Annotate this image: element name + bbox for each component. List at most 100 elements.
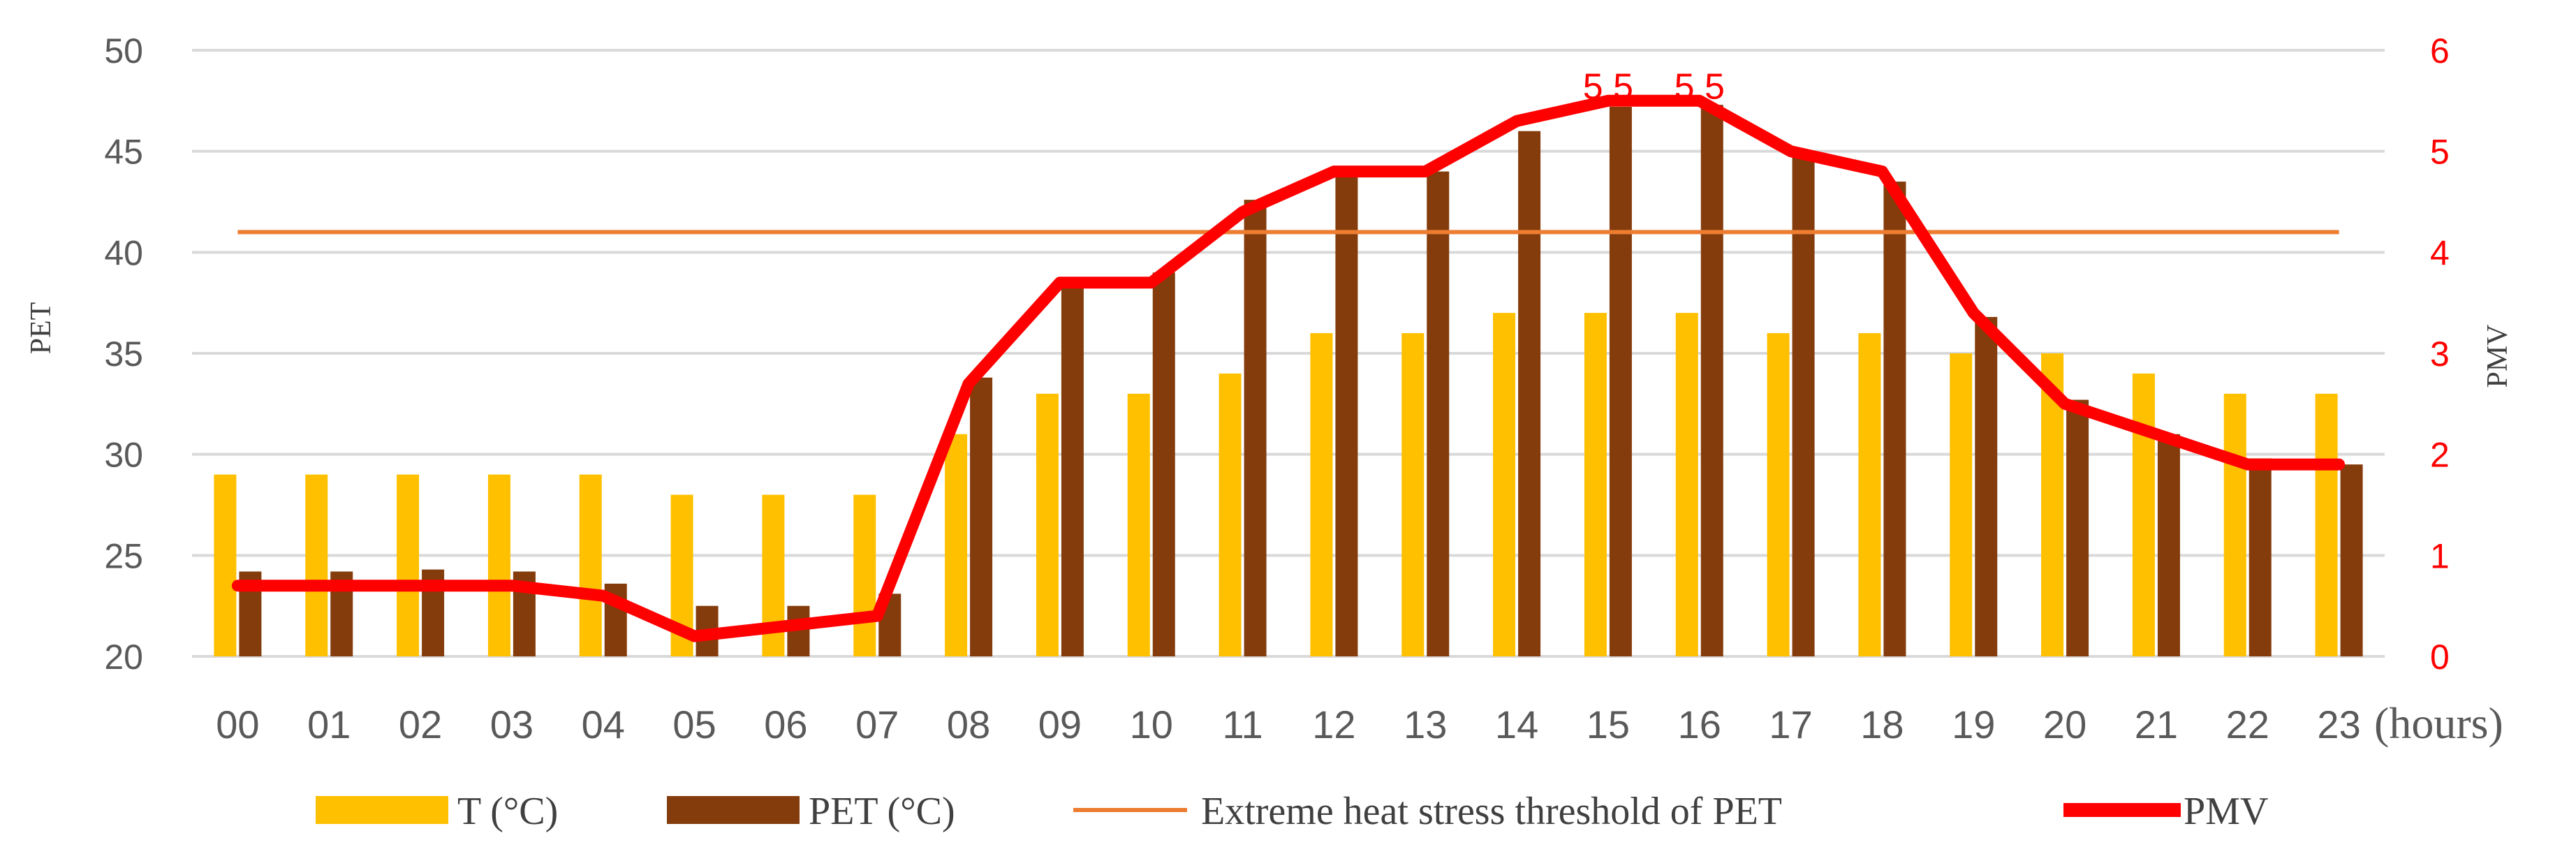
t-bar	[1036, 393, 1059, 656]
x-tick-label: 05	[672, 702, 716, 746]
pmv-point	[968, 383, 970, 385]
t-bar	[1675, 313, 1698, 656]
t-bar	[1127, 393, 1150, 656]
pmv-point	[1333, 170, 1335, 172]
pmv-point	[1973, 312, 1975, 314]
x-tick-label: 22	[2226, 702, 2269, 746]
t-bar	[1493, 313, 1516, 656]
pmv-point	[785, 625, 787, 627]
pmv-point	[1425, 170, 1427, 172]
pet-bar	[1427, 171, 1450, 657]
pmv-point	[1516, 120, 1518, 122]
x-tick-label: 19	[1952, 702, 1995, 746]
legend-swatch-t	[316, 796, 448, 824]
pet-bar	[1975, 316, 1998, 656]
pet-bar	[1152, 272, 1175, 656]
right-tick-label: 4	[2430, 233, 2450, 272]
pmv-point	[602, 595, 604, 597]
t-bar	[214, 474, 237, 656]
x-axis-ticks: 00 01 02 03 04 05 06 07 08 09 10 11 12 13 14 15 16 17 18 19…	[216, 702, 2360, 746]
legend-label-pet: PET (°C)	[809, 790, 955, 833]
pet-bar	[2340, 464, 2363, 656]
x-tick-label: 18	[1860, 702, 1904, 746]
x-tick-label: 17	[1769, 702, 1812, 746]
x-tick-label: 16	[1678, 702, 1721, 746]
legend-label-threshold: Extreme heat stress threshold of PET	[1201, 790, 1782, 833]
t-bar	[579, 474, 602, 656]
gridlines	[192, 49, 2385, 658]
t-bar	[1584, 313, 1607, 656]
pet-bar	[1518, 131, 1541, 656]
x-tick-label: 11	[1223, 702, 1263, 746]
x-tick-label: 03	[490, 702, 533, 746]
x-tick-label: 20	[2043, 702, 2086, 746]
left-axis-ticks: 20 25 30 35 40 45 50	[104, 31, 143, 677]
x-axis-unit-label: (hours)	[2374, 698, 2503, 748]
legend-label-t: T (°C)	[457, 790, 558, 833]
pmv-point	[1242, 211, 1244, 213]
pet-bar	[1609, 107, 1632, 657]
pmv-point	[1698, 100, 1700, 102]
pet-bar	[2066, 399, 2089, 656]
pmv-point	[876, 615, 878, 617]
left-tick-label: 35	[104, 334, 143, 374]
pmv-point	[1059, 281, 1061, 284]
pet-bar	[1700, 105, 1723, 656]
left-tick-label: 30	[104, 436, 143, 475]
pet-bar	[2249, 458, 2272, 656]
t-bar	[397, 474, 420, 656]
x-tick-label: 12	[1312, 702, 1355, 746]
x-tick-label: 06	[764, 702, 807, 746]
right-tick-label: 5	[2430, 133, 2450, 172]
pmv-point	[328, 584, 330, 587]
pet-bar	[1244, 200, 1267, 656]
x-tick-label: 14	[1495, 702, 1538, 746]
pet-bar-series	[239, 105, 2363, 657]
t-bar	[1310, 333, 1333, 656]
x-tick-label: 08	[947, 702, 990, 746]
right-axis-ticks: 0 1 2 3 4 5 6	[2430, 31, 2450, 677]
right-tick-label: 1	[2430, 536, 2450, 575]
legend: T (°C) PET (°C) Extreme heat stress thre…	[316, 790, 2268, 833]
t-bar	[1401, 333, 1425, 656]
x-tick-label: 10	[1130, 702, 1173, 746]
right-tick-label: 0	[2430, 638, 2450, 677]
t-bar	[2315, 393, 2338, 656]
x-tick-label: 00	[216, 702, 259, 746]
pmv-data-label: 5.5	[1583, 66, 1633, 107]
x-tick-label: 02	[399, 702, 442, 746]
left-axis-title: PET	[25, 302, 57, 355]
x-tick-label: 07	[855, 702, 899, 746]
pet-bar	[1335, 171, 1358, 657]
t-bar	[1950, 353, 1973, 656]
t-bar	[1767, 333, 1790, 656]
x-tick-label: 01	[307, 702, 351, 746]
right-tick-label: 3	[2430, 334, 2450, 374]
pmv-point	[1881, 170, 1883, 172]
t-bar	[487, 474, 510, 656]
left-tick-label: 45	[104, 133, 143, 172]
t-bar	[2223, 393, 2246, 656]
pet-bar	[1883, 182, 1906, 657]
pmv-data-labels: 5.5 5.5	[1583, 66, 1725, 107]
pet-bar	[1792, 151, 1815, 656]
left-tick-label: 20	[104, 638, 143, 677]
right-tick-label: 2	[2430, 436, 2450, 475]
pet-bar	[2157, 434, 2180, 656]
pmv-point	[2064, 403, 2066, 405]
left-tick-label: 50	[104, 31, 143, 71]
pmv-point	[420, 584, 422, 587]
legend-label-pmv: PMV	[2184, 790, 2268, 833]
t-bar	[945, 434, 968, 656]
pmv-point	[2155, 433, 2157, 435]
x-tick-label: 09	[1038, 702, 1082, 746]
legend-swatch-pet	[667, 796, 800, 824]
x-tick-label: 23	[2317, 702, 2360, 746]
x-tick-label: 13	[1404, 702, 1447, 746]
pmv-point	[1790, 150, 1792, 152]
left-tick-label: 25	[104, 536, 143, 575]
right-axis-title: PMV	[2482, 324, 2514, 388]
left-tick-label: 40	[104, 233, 143, 272]
right-tick-label: 6	[2430, 31, 2450, 71]
